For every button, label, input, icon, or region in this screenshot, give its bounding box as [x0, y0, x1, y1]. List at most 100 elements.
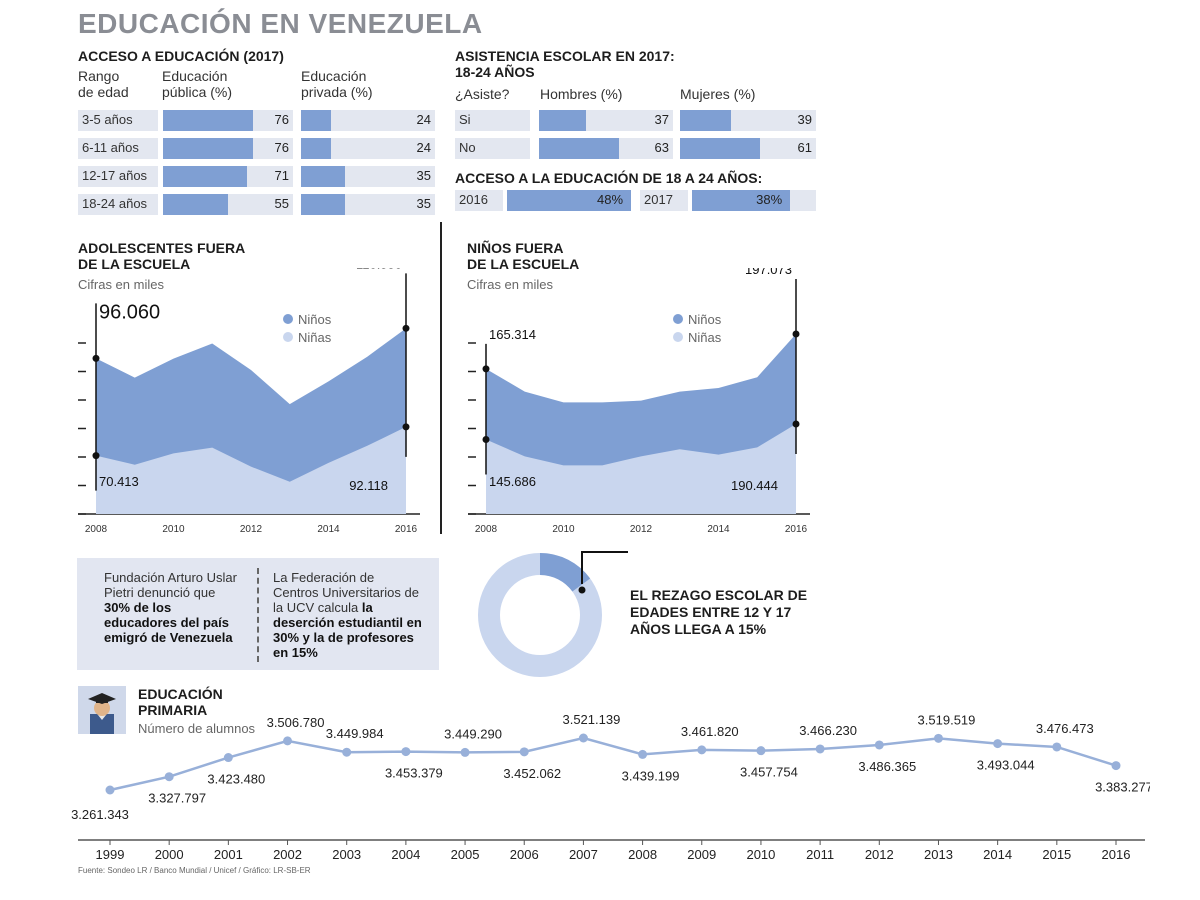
public-bar: [163, 138, 254, 159]
data-point: [105, 785, 115, 795]
data-label: 3.452.062: [503, 766, 561, 781]
legend-label: Niñas: [688, 330, 722, 345]
x-tick-label: 2009: [687, 847, 716, 862]
x-tick-label: 2014: [317, 524, 340, 535]
data-label: 3.519.519: [918, 712, 976, 727]
donut-label: EL REZAGO ESCOLAR DE EDADES ENTRE 12 Y 1…: [630, 587, 808, 637]
x-tick-label: 2008: [628, 847, 657, 862]
x-tick-label: 2008: [475, 524, 498, 535]
access-value: 38%: [756, 192, 783, 207]
data-point: [283, 736, 293, 746]
data-point: [1052, 742, 1062, 752]
col-men-header: Hombres (%): [540, 86, 623, 102]
label-start-bottom: 145.686: [489, 474, 536, 489]
age-cell: 12-17 años: [78, 166, 158, 187]
public-bar: [163, 110, 254, 131]
data-point: [638, 749, 648, 759]
chart-divider: [440, 222, 442, 534]
data-label: 3.486.365: [858, 759, 916, 774]
public-cell: 55: [163, 194, 293, 215]
year-cell: 2017: [640, 190, 688, 211]
label-start-top: 96.060: [99, 301, 160, 323]
men-value: 63: [654, 140, 669, 155]
point-dot: [402, 423, 410, 431]
data-label: 3.327.797: [148, 791, 206, 806]
men-cell: 63: [539, 138, 673, 159]
women-cell: 39: [680, 110, 816, 131]
x-tick-label: 2014: [983, 847, 1012, 862]
data-point: [697, 745, 707, 755]
private-value: 24: [416, 112, 431, 127]
x-tick-label: 2004: [391, 847, 420, 862]
age-label: 3-5 años: [82, 112, 133, 127]
public-value: 76: [274, 112, 289, 127]
women-value: 39: [797, 112, 812, 127]
men-value: 37: [654, 112, 669, 127]
x-tick-label: 2011: [806, 847, 834, 862]
x-tick-label: 2003: [332, 847, 361, 862]
private-cell: 35: [301, 166, 435, 187]
label-end-bottom: 92.118: [349, 478, 388, 493]
women-bar: [680, 110, 732, 131]
private-bar: [301, 110, 332, 131]
chart2-subtitle: Cifras en miles: [467, 277, 553, 292]
source-note: Fuente: Sondeo LR / Banco Mundial / Unic…: [78, 866, 311, 875]
data-label: 3.506.780: [267, 715, 325, 730]
age-label: 18-24 años: [82, 196, 148, 211]
x-tick-label: 2008: [85, 524, 108, 535]
col-women-header: Mujeres (%): [680, 86, 756, 102]
access-heading: ACCESO A EDUCACIÓN (2017): [78, 48, 284, 64]
age-label: 6-11 años: [82, 140, 139, 155]
x-tick-label: 2010: [746, 847, 775, 862]
age-cell: 6-11 años: [78, 138, 158, 159]
legend-label: Niñas: [298, 330, 332, 345]
donut-point: [578, 586, 586, 594]
x-tick-label: 2006: [510, 847, 539, 862]
col-private-header: Educación privada (%): [301, 68, 373, 100]
col-age-header: Rango de edad: [78, 68, 129, 100]
x-tick-label: 2005: [451, 847, 480, 862]
legend-label: Niños: [298, 312, 332, 327]
age-cell: 3-5 años: [78, 110, 158, 131]
public-value: 55: [274, 196, 289, 211]
x-tick-label: 2012: [630, 524, 653, 535]
col-attend-header: ¿Asiste?: [455, 86, 510, 102]
access-bar: [507, 190, 631, 211]
point-dot: [482, 365, 490, 373]
page-title: EDUCACIÓN EN VENEZUELA: [78, 8, 483, 39]
public-cell: 76: [163, 110, 293, 131]
men-bar: [539, 110, 586, 131]
x-tick-label: 2014: [707, 524, 730, 535]
label-end-top: 110.580: [356, 268, 402, 271]
public-value: 71: [274, 168, 289, 183]
public-bar: [163, 166, 248, 187]
private-value: 35: [416, 168, 431, 183]
donut-leader: [581, 551, 628, 584]
data-point: [401, 747, 411, 757]
primary-line-chart: 3.261.343 1999 3.327.797 2000 3.423.480 2001 3…: [71, 712, 1150, 862]
x-tick-label: 2007: [569, 847, 598, 862]
chart-children: 165.314 145.686 197.073 190.444 Niños Niñas 20…: [468, 268, 810, 535]
note-left-text: Fundación Arturo Uslar Pietri denunció q…: [104, 570, 237, 600]
x-tick-label: 2010: [552, 524, 575, 535]
private-cell: 35: [301, 194, 435, 215]
data-label: 3.449.984: [326, 726, 384, 741]
public-value: 76: [274, 140, 289, 155]
note-left-bold: 30% de los educadores del país emigró de…: [104, 600, 233, 645]
age-cell: 18-24 años: [78, 194, 158, 215]
private-bar: [301, 138, 332, 159]
year-cell: 2016: [455, 190, 503, 211]
x-tick-label: 2012: [865, 847, 894, 862]
access-cell: 38%: [692, 190, 816, 211]
point-dot: [92, 452, 100, 460]
x-tick-label: 2000: [155, 847, 184, 862]
label-start-bottom: 70.413: [99, 474, 139, 489]
x-tick-label: 1999: [96, 847, 125, 862]
women-value: 61: [797, 140, 812, 155]
private-bar: [301, 166, 345, 187]
attendance-heading: ASISTENCIA ESCOLAR EN 2017: 18-24 AÑOS: [455, 48, 675, 80]
private-cell: 24: [301, 110, 435, 131]
access-18-24-heading: ACCESO A LA EDUCACIÓN DE 18 A 24 AÑOS:: [455, 170, 763, 186]
legend-swatch: [673, 332, 683, 342]
private-value: 24: [416, 140, 431, 155]
